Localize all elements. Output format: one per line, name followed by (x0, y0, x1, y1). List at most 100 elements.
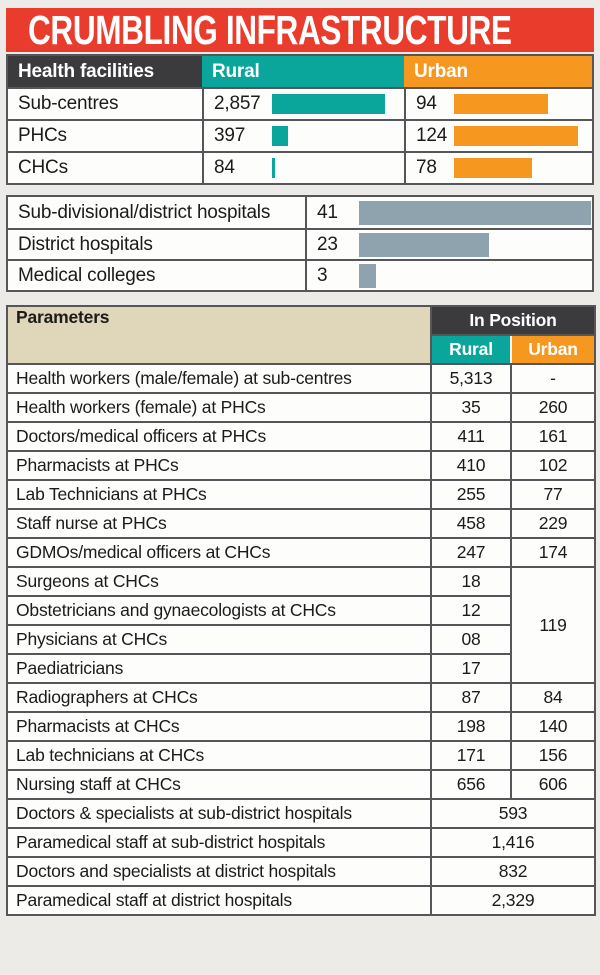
rural-value: 458 (430, 508, 512, 539)
table-row: Nursing staff at CHCs 656 606 (6, 769, 596, 800)
param-label: Pharmacists at CHCs (6, 711, 432, 742)
in-position-header: In Position (430, 305, 596, 336)
table-row: Doctors & specialists at sub-district ho… (6, 798, 596, 829)
urban-value: 77 (510, 479, 596, 510)
hospital-value-cell: 23 (305, 230, 592, 259)
table-row: Pharmacists at CHCs 198 140 (6, 711, 596, 742)
param-label: Doctors and specialists at district hosp… (6, 856, 432, 887)
hospital-value: 3 (317, 264, 328, 286)
hospital-value: 23 (317, 233, 338, 255)
table-row: Doctors/medical officers at PHCs 411 161 (6, 421, 596, 452)
param-label: Surgeons at CHCs (6, 566, 432, 597)
table-row: Medical colleges 3 (8, 259, 592, 290)
facilities-table: Health facilities Rural Urban Sub-centre… (6, 54, 594, 185)
urban-value: 606 (510, 769, 596, 800)
rural-value: 5,313 (430, 363, 512, 394)
param-label: Pharmacists at PHCs (6, 450, 432, 481)
parameters-table: Parameters In Position Rural Urban Healt… (6, 305, 596, 916)
table-row: Sub-divisional/district hospitals 41 (8, 197, 592, 228)
facilities-header-label: Health facilities (8, 56, 202, 87)
urban-value-cell: 94 (404, 89, 592, 119)
urban-merged-value: 119 (510, 566, 596, 684)
param-label: Radiographers at CHCs (6, 682, 432, 713)
table-row: CHCs 84 78 (8, 151, 592, 183)
rural-value: 397 (214, 125, 246, 146)
table-row: Health workers (female) at PHCs 35 260 (6, 392, 596, 423)
rural-value: 410 (430, 450, 512, 481)
infographic: CRUMBLING INFRASTRUCTURE Health faciliti… (6, 8, 596, 916)
section-gap (6, 185, 594, 195)
rural-value: 18 (430, 566, 512, 597)
rural-value: 35 (430, 392, 512, 423)
table-row: Pharmacists at PHCs 410 102 (6, 450, 596, 481)
rural-bar (272, 158, 275, 178)
hospitals-table: Sub-divisional/district hospitals 41 Dis… (6, 195, 594, 292)
rural-value: 87 (430, 682, 512, 713)
facility-label: CHCs (18, 157, 68, 178)
rural-value-cell: 397 (202, 121, 404, 151)
rural-value: 255 (430, 479, 512, 510)
param-label: Doctors/medical officers at PHCs (6, 421, 432, 452)
section-gap (6, 292, 594, 305)
rural-value-cell: 84 (202, 153, 404, 183)
urban-value: - (510, 363, 596, 394)
rural-value: 84 (214, 157, 235, 178)
table-row: Lab Technicians at PHCs 255 77 (6, 479, 596, 510)
table-row: Paediatricians 17 (6, 653, 595, 684)
table-row: Staff nurse at PHCs 458 229 (6, 508, 596, 539)
param-label: GDMOs/medical officers at CHCs (6, 537, 432, 568)
combined-value: 593 (430, 798, 596, 829)
param-label: Lab Technicians at PHCs (6, 479, 432, 510)
rural-bar (272, 94, 385, 114)
facilities-header-urban: Urban (404, 56, 592, 87)
rural-subheader: Rural (430, 334, 512, 365)
urban-value: 94 (416, 93, 437, 114)
urban-value: 161 (510, 421, 596, 452)
urban-bar (454, 158, 532, 178)
parameters-header-row: Parameters In Position (6, 305, 596, 365)
facilities-header-rural: Rural (202, 56, 404, 87)
combined-value: 832 (430, 856, 596, 887)
table-row: Health workers (male/female) at sub-cent… (6, 363, 596, 394)
rural-value: 17 (430, 653, 512, 684)
rural-value-cell: 2,857 (202, 89, 404, 119)
hospital-value-cell: 41 (305, 197, 592, 228)
table-row: Lab technicians at CHCs 171 156 (6, 740, 596, 771)
rural-value: 411 (430, 421, 512, 452)
table-row: GDMOs/medical officers at CHCs 247 174 (6, 537, 596, 568)
param-label: Nursing staff at CHCs (6, 769, 432, 800)
param-label: Lab technicians at CHCs (6, 740, 432, 771)
param-label: Obstetricians and gynaecologists at CHCs (6, 595, 432, 626)
urban-value: 78 (416, 157, 437, 178)
hospital-label: Sub-divisional/district hospitals (18, 201, 271, 223)
parameters-subheader-row: Rural Urban (7, 334, 596, 365)
urban-value: 84 (510, 682, 596, 713)
hospital-bar (359, 232, 489, 257)
urban-value: 124 (416, 125, 448, 146)
urban-value: 140 (510, 711, 596, 742)
hospital-value: 41 (317, 201, 338, 223)
param-label: Health workers (female) at PHCs (6, 392, 432, 423)
hospital-label: District hospitals (18, 233, 153, 255)
param-label: Physicians at CHCs (6, 624, 432, 655)
table-row: Surgeons at CHCs 18 119 (6, 566, 596, 684)
urban-value: 174 (510, 537, 596, 568)
urban-value: 102 (510, 450, 596, 481)
table-row: Radiographers at CHCs 87 84 (6, 682, 596, 713)
table-row: Paramedical staff at district hospitals … (6, 885, 596, 916)
rural-bar (272, 126, 288, 146)
facility-label: Sub-centres (18, 93, 119, 114)
rural-value: 198 (430, 711, 512, 742)
param-label: Paediatricians (6, 653, 432, 684)
rural-value: 12 (430, 595, 512, 626)
page-title: CRUMBLING INFRASTRUCTURE (28, 8, 512, 52)
table-row: PHCs 397 124 (8, 119, 592, 151)
urban-subheader: Urban (510, 334, 596, 365)
parameters-header: Parameters (6, 305, 432, 365)
table-row: District hospitals 23 (8, 228, 592, 259)
table-row: Sub-centres 2,857 94 (8, 87, 592, 119)
hospital-label: Medical colleges (18, 264, 156, 286)
urban-bar (454, 94, 548, 114)
hospital-value-cell: 3 (305, 261, 592, 290)
table-row: Doctors and specialists at district hosp… (6, 856, 596, 887)
